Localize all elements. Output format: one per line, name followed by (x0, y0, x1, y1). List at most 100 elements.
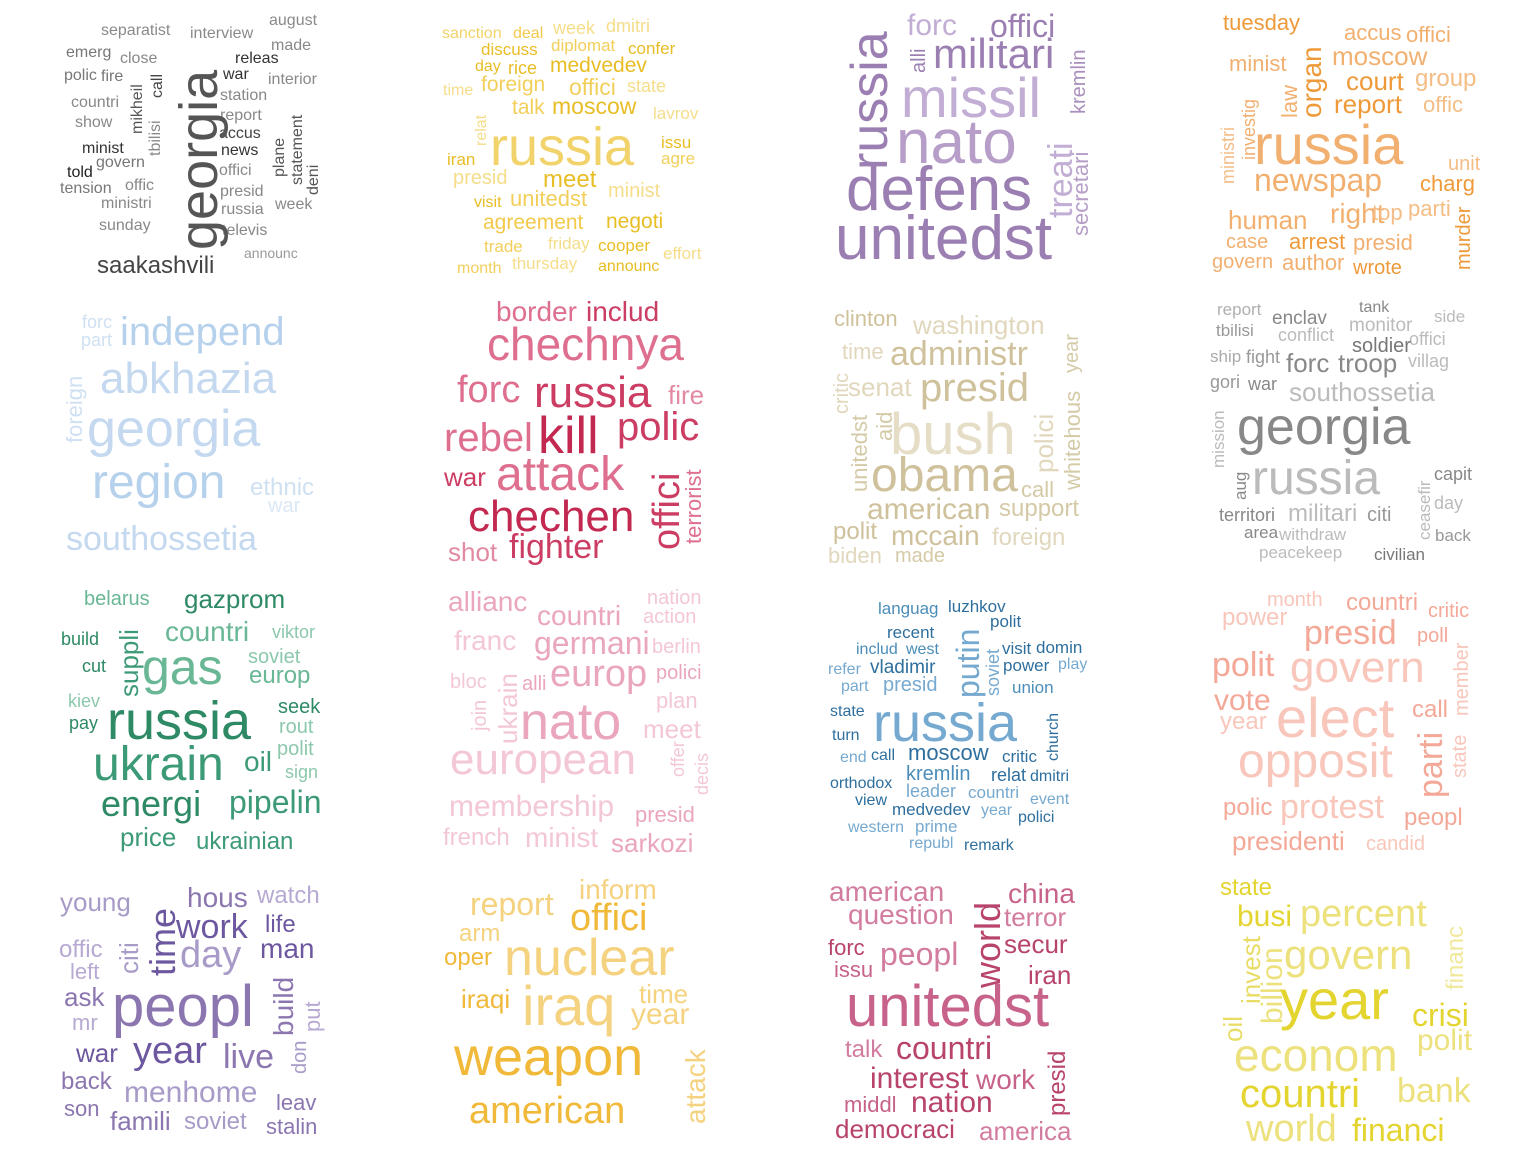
word: peopl (112, 974, 254, 1039)
word: friday (548, 234, 590, 253)
word: candid (1366, 833, 1425, 855)
word: offici (1409, 329, 1446, 349)
word: announc (598, 258, 660, 275)
word: back (1435, 526, 1471, 545)
word: show (75, 114, 113, 131)
word: domin (1036, 638, 1083, 657)
word: price (120, 822, 177, 852)
word: fighter (509, 528, 604, 566)
word: accus (219, 125, 261, 142)
word: russia (490, 117, 635, 177)
word: putin (950, 628, 986, 698)
word: build (61, 629, 100, 649)
word: govern (1290, 643, 1425, 692)
word: ship (1210, 347, 1242, 366)
word: put (300, 1001, 325, 1032)
word: hous (187, 882, 248, 913)
word: oil (244, 746, 273, 777)
word: saakashvili (97, 252, 215, 279)
word: agreement (483, 211, 584, 234)
word: war (1248, 374, 1278, 394)
word: chechnya (487, 318, 684, 370)
word: year (1220, 708, 1267, 735)
word: sunday (99, 217, 151, 234)
word: critic (1428, 600, 1470, 622)
word: tank (1359, 299, 1390, 316)
word: arrest (1289, 229, 1346, 254)
word: leav (276, 1090, 317, 1115)
word: peopl (1404, 804, 1463, 831)
word: vote (1214, 684, 1271, 717)
word: elect (1276, 686, 1395, 749)
word: minist (82, 140, 124, 157)
word: poll (1417, 625, 1449, 647)
word: man (260, 933, 315, 964)
word-cloud-1: separatist interview august emerg close … (0, 0, 384, 288)
word: unitedst (846, 974, 1050, 1039)
word: european (450, 735, 636, 784)
word: lavrov (653, 104, 699, 123)
word: report (1334, 89, 1402, 119)
word: biden (828, 543, 882, 568)
word: shot (448, 537, 498, 567)
word: war (444, 462, 486, 492)
word: day (475, 58, 501, 75)
word: action (643, 606, 697, 628)
word: conflict (1278, 325, 1335, 345)
word: issu (661, 133, 692, 152)
word: offic (1423, 92, 1463, 117)
word: presid (1044, 1050, 1071, 1116)
word: polic (1223, 794, 1273, 821)
word: sign (285, 762, 319, 782)
word: minist (608, 180, 661, 202)
word: alli (522, 673, 547, 695)
word: countri (896, 1030, 993, 1066)
word: effort (663, 244, 702, 263)
word: statement (289, 114, 306, 185)
word: minist (1229, 51, 1287, 76)
word: separatist (101, 22, 171, 39)
word: relat (991, 765, 1027, 785)
word: diplomat (551, 36, 616, 55)
word: secur (1004, 929, 1068, 959)
word: arm (459, 920, 501, 947)
word: power (1003, 656, 1050, 675)
word-cloud-14: inform report offici arm oper nuclear ir… (384, 864, 768, 1152)
word: membership (449, 790, 615, 823)
word: forc (457, 369, 521, 411)
word: militari (933, 30, 1055, 77)
word: oper (444, 944, 493, 971)
word: militari (1288, 500, 1358, 527)
word-cloud-8: report tank side tbilisi enclav monitor … (1152, 288, 1536, 576)
word: union (1012, 678, 1054, 697)
word: area (1244, 523, 1279, 542)
word: vladimir (870, 657, 936, 678)
word: monitor (1349, 315, 1413, 336)
word: polici (1029, 413, 1059, 473)
word: allianc (448, 586, 528, 617)
word: join (469, 699, 491, 731)
word: visit (1002, 639, 1032, 658)
word: ukrainian (196, 828, 294, 855)
word: polici (1018, 809, 1055, 826)
word: young (60, 887, 131, 917)
word: offer (668, 741, 688, 777)
word: territori (1219, 505, 1276, 525)
word: view (855, 792, 888, 809)
word: crisi (1412, 997, 1469, 1033)
word: belarus (84, 588, 150, 610)
word: democraci (835, 1114, 955, 1144)
word: offic (59, 936, 103, 963)
word: countri (71, 94, 120, 111)
word: countri (537, 600, 622, 631)
word: georgia (1237, 398, 1411, 456)
word: moscow (908, 740, 989, 765)
word: work (976, 1064, 1036, 1095)
word: charg (1420, 171, 1476, 196)
word: bank (1397, 1072, 1471, 1110)
word: moscow (1332, 41, 1428, 71)
word: iraq (522, 974, 616, 1037)
word: releas (235, 50, 279, 67)
word: soviet (184, 1108, 247, 1135)
word: kill (538, 407, 599, 465)
